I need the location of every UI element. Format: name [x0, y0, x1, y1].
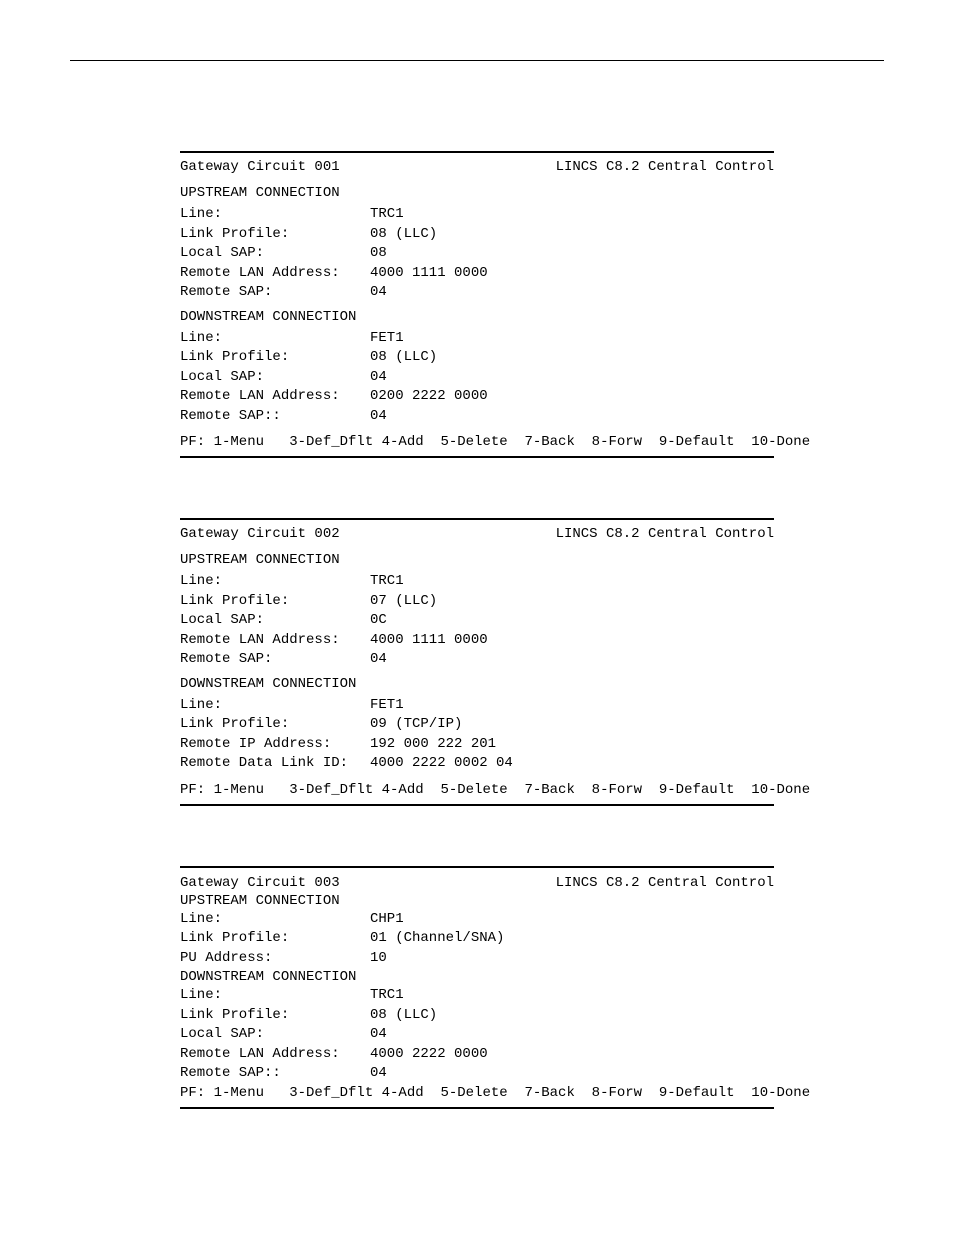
field-value: 08 (LLC) [370, 226, 774, 244]
panel-title: Gateway Circuit 003 [180, 875, 340, 891]
field-value: 08 (LLC) [370, 349, 774, 367]
field-label: Local SAP: [180, 369, 370, 387]
field-label: Line: [180, 330, 370, 348]
field-value: 192 000 222 201 [370, 736, 774, 754]
field-value: TRC1 [370, 573, 774, 591]
field-label: Line: [180, 911, 370, 929]
downstream-title: DOWNSTREAM CONNECTION [180, 303, 774, 329]
field-label: Link Profile: [180, 349, 370, 367]
page-top-rule [70, 60, 884, 61]
field-value: 4000 1111 0000 [370, 265, 774, 283]
field-label: Remote LAN Address: [180, 632, 370, 650]
gateway-circuit-002-panel: Gateway Circuit 002 LINCS C8.2 Central C… [180, 518, 774, 806]
field-value: 04 [370, 1026, 774, 1044]
panel-bottom-rule [180, 456, 774, 458]
field-label: Local SAP: [180, 245, 370, 263]
panel-bottom-rule [180, 1107, 774, 1109]
gateway-circuit-003-panel: Gateway Circuit 003 LINCS C8.2 Central C… [180, 866, 774, 1109]
field-label: Remote LAN Address: [180, 1046, 370, 1064]
field-label: Local SAP: [180, 1026, 370, 1044]
field-value: 01 (Channel/SNA) [370, 930, 774, 948]
pf-key-row[interactable]: PF: 1-Menu 3-Def_Dflt 4-Add 5-Delete 7-B… [180, 774, 774, 804]
field-value: 08 [370, 245, 774, 263]
field-value: FET1 [370, 697, 774, 715]
field-label: Link Profile: [180, 1007, 370, 1025]
panel-title: Gateway Circuit 001 [180, 159, 340, 175]
field-value: TRC1 [370, 206, 774, 224]
field-value: 10 [370, 950, 774, 968]
downstream-title: DOWNSTREAM CONNECTION [180, 670, 774, 696]
field-label: Remote SAP: [180, 651, 370, 669]
panel-header-right: LINCS C8.2 Central Control [556, 526, 774, 542]
field-label: Remote Data Link ID: [180, 755, 370, 773]
upstream-title: UPSTREAM CONNECTION [180, 546, 774, 572]
field-label: Remote SAP:: [180, 1065, 370, 1083]
field-label: Link Profile: [180, 226, 370, 244]
field-label: Line: [180, 206, 370, 224]
field-label: Line: [180, 987, 370, 1005]
field-label: Remote SAP:: [180, 408, 370, 426]
upstream-title: UPSTREAM CONNECTION [180, 892, 774, 910]
field-value: 0C [370, 612, 774, 630]
field-value: 09 (TCP/IP) [370, 716, 774, 734]
field-label: Remote SAP: [180, 284, 370, 302]
field-value: 04 [370, 284, 774, 302]
panel-title: Gateway Circuit 002 [180, 526, 340, 542]
field-label: Remote LAN Address: [180, 388, 370, 406]
field-label: Link Profile: [180, 930, 370, 948]
field-label: Line: [180, 573, 370, 591]
field-value: 04 [370, 1065, 774, 1083]
field-label: Link Profile: [180, 716, 370, 734]
field-value: 08 (LLC) [370, 1007, 774, 1025]
field-value: 07 (LLC) [370, 593, 774, 611]
field-label: Remote LAN Address: [180, 265, 370, 283]
field-label: PU Address: [180, 950, 370, 968]
field-value: CHP1 [370, 911, 774, 929]
panel-bottom-rule [180, 804, 774, 806]
downstream-title: DOWNSTREAM CONNECTION [180, 968, 774, 986]
field-value: TRC1 [370, 987, 774, 1005]
field-label: Link Profile: [180, 593, 370, 611]
page: Gateway Circuit 001 LINCS C8.2 Central C… [0, 0, 954, 1209]
field-value: 04 [370, 408, 774, 426]
field-value: FET1 [370, 330, 774, 348]
field-label: Remote IP Address: [180, 736, 370, 754]
upstream-title: UPSTREAM CONNECTION [180, 179, 774, 205]
field-value: 04 [370, 369, 774, 387]
pf-key-row[interactable]: PF: 1-Menu 3-Def_Dflt 4-Add 5-Delete 7-B… [180, 426, 774, 456]
field-value: 4000 2222 0000 [370, 1046, 774, 1064]
panel-header-right: LINCS C8.2 Central Control [556, 875, 774, 891]
field-value: 0200 2222 0000 [370, 388, 774, 406]
panel-header-right: LINCS C8.2 Central Control [556, 159, 774, 175]
gateway-circuit-001-panel: Gateway Circuit 001 LINCS C8.2 Central C… [180, 151, 774, 458]
field-value: 4000 1111 0000 [370, 632, 774, 650]
field-label: Local SAP: [180, 612, 370, 630]
pf-key-row[interactable]: PF: 1-Menu 3-Def_Dflt 4-Add 5-Delete 7-B… [180, 1084, 774, 1107]
field-label: Line: [180, 697, 370, 715]
field-value: 4000 2222 0002 04 [370, 755, 774, 773]
field-value: 04 [370, 651, 774, 669]
